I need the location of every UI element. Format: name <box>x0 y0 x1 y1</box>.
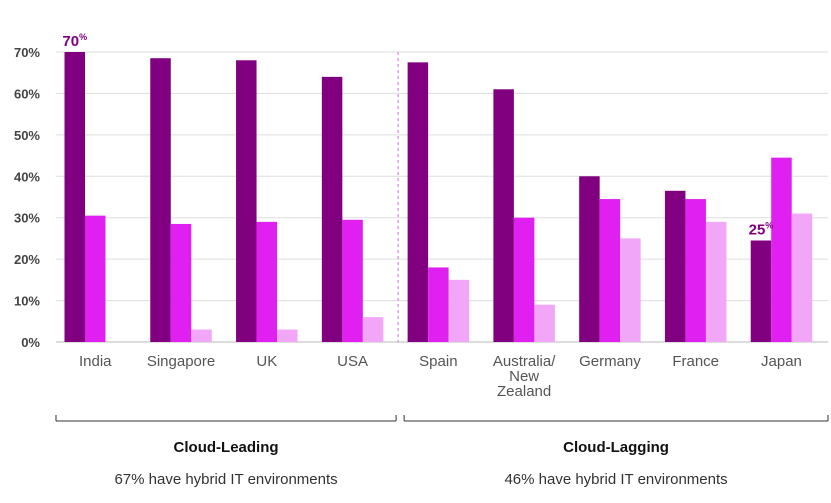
x-tick-label-line: Spain <box>419 353 457 370</box>
bar <box>256 221 278 342</box>
x-tick-label-line: Germany <box>579 353 641 370</box>
bar <box>599 199 621 342</box>
bar <box>236 60 257 343</box>
data-label-value: 70 <box>62 33 79 50</box>
x-tick-label: Germany <box>579 353 641 370</box>
bar <box>620 238 641 342</box>
group-subtitle: 46% have hybrid IT environments <box>504 471 727 488</box>
x-tick-label: USA <box>337 353 368 370</box>
bar <box>407 62 429 342</box>
y-tick-label: 0% <box>21 335 40 350</box>
data-label-unit: % <box>765 221 773 231</box>
bar <box>705 221 727 342</box>
group-label: Cloud-Leading <box>174 439 279 456</box>
x-tick-label-line: France <box>672 353 719 370</box>
bar <box>664 190 686 342</box>
y-tick-label: 50% <box>14 128 40 143</box>
bar <box>170 223 192 342</box>
bar <box>428 267 449 342</box>
y-tick-label: 40% <box>14 169 40 184</box>
bar <box>342 219 363 342</box>
x-tick-label: UK <box>256 353 277 370</box>
x-tick-label: Japan <box>761 353 802 370</box>
x-tick-label-line: USA <box>337 353 368 370</box>
bar <box>321 76 343 342</box>
bar <box>362 317 384 342</box>
bar <box>277 329 298 342</box>
group-label: Cloud-Lagging <box>563 439 669 456</box>
x-tick-label-line: Zealand <box>497 383 551 400</box>
bar <box>513 217 535 342</box>
data-label: 70% <box>62 32 87 50</box>
bar <box>534 304 555 342</box>
y-tick-label: 70% <box>14 45 40 60</box>
bar <box>579 176 600 342</box>
x-tick-label: Spain <box>419 353 457 370</box>
bar <box>150 58 171 342</box>
bar <box>685 199 706 342</box>
y-tick-label: 30% <box>14 211 40 226</box>
x-tick-label-line: UK <box>256 353 277 370</box>
bar <box>448 279 470 342</box>
group-subtitle: 67% have hybrid IT environments <box>114 471 337 488</box>
x-tick-label-line: Australia/ <box>493 353 556 370</box>
x-tick-label: Australia/New Zealand <box>493 353 556 400</box>
y-tick-label: 20% <box>14 252 40 267</box>
data-label: 25% <box>749 221 774 239</box>
x-tick-label: Singapore <box>147 353 215 370</box>
x-tick-label-line: Japan <box>761 353 802 370</box>
bar <box>64 52 85 342</box>
y-tick-label: 10% <box>14 294 40 309</box>
bar <box>771 157 792 342</box>
bar <box>493 89 514 343</box>
x-tick-label-line: India <box>79 353 112 370</box>
x-tick-label: India <box>79 353 112 370</box>
bar <box>85 215 106 342</box>
bar <box>791 213 813 342</box>
x-tick-label-line: New <box>509 368 539 385</box>
data-label-unit: % <box>79 32 87 42</box>
bar <box>191 329 212 342</box>
bar <box>750 240 772 342</box>
data-label-value: 25 <box>749 222 766 239</box>
x-tick-label-line: Singapore <box>147 353 215 370</box>
y-tick-label: 60% <box>14 86 40 101</box>
x-tick-label: France <box>672 353 719 370</box>
